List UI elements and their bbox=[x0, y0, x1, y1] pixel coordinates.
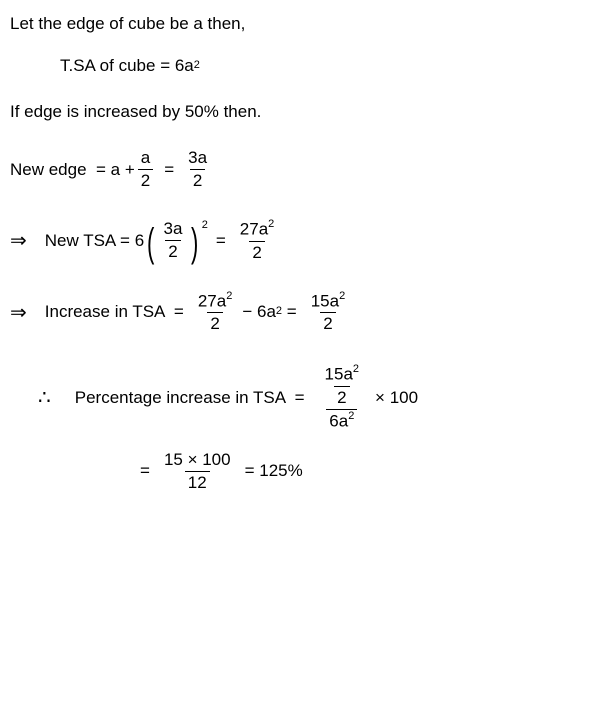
text: = 125% bbox=[245, 461, 303, 481]
equation-result: = 15 × 100 12 = 125% bbox=[10, 450, 594, 493]
therefore-symbol: ∴ bbox=[38, 385, 51, 410]
numerator: 27a2 bbox=[237, 219, 278, 241]
equals-sign: = bbox=[216, 231, 226, 251]
implies-symbol: ⇒ bbox=[10, 300, 27, 325]
numerator: 3a bbox=[160, 219, 185, 240]
denominator: 6a2 bbox=[326, 409, 357, 432]
fraction: 15a2 2 bbox=[308, 291, 349, 335]
fraction: 27a2 2 bbox=[237, 219, 278, 263]
fraction: 27a2 2 bbox=[195, 291, 236, 335]
denominator: 2 bbox=[190, 169, 205, 191]
text-line-2: If edge is increased by 50% then. bbox=[10, 102, 594, 122]
fraction: 3a 2 bbox=[185, 148, 210, 191]
equation-new-edge: New edge = a + a 2 = 3a 2 bbox=[10, 148, 594, 191]
text: New edge = a + bbox=[10, 160, 135, 180]
equation-percentage-increase: ∴ Percentage increase in TSA = 15a2 2 6a… bbox=[10, 364, 594, 431]
text: − 6a bbox=[242, 302, 276, 322]
fraction: 3a 2 bbox=[160, 219, 185, 262]
text: Percentage increase in TSA = bbox=[75, 388, 305, 408]
text: If edge is increased by 50% then. bbox=[10, 102, 261, 121]
numerator: 27a2 bbox=[195, 291, 236, 313]
equation-tsa-cube: T.SA of cube = 6a 2 bbox=[10, 56, 594, 76]
equation-increase-tsa: ⇒ Increase in TSA = 27a2 2 − 6a2 = 15a2 … bbox=[10, 291, 594, 335]
equation-new-tsa: ⇒ New TSA = 6 ( 3a 2 ) 2 = 27a2 2 bbox=[10, 219, 594, 263]
fraction-complex: 15a2 2 6a2 bbox=[316, 364, 369, 431]
denominator: 2 bbox=[320, 312, 335, 334]
fraction: 15 × 100 12 bbox=[161, 450, 234, 493]
text: = bbox=[282, 302, 297, 322]
denominator: 12 bbox=[185, 471, 210, 493]
denominator: 2 bbox=[249, 241, 264, 263]
numerator: a bbox=[138, 148, 153, 169]
denominator: 2 bbox=[165, 240, 180, 262]
equals-sign: = bbox=[164, 160, 174, 180]
denominator: 2 bbox=[138, 169, 153, 191]
text: New TSA = 6 bbox=[45, 231, 144, 251]
text: Let the edge of cube be a then, bbox=[10, 14, 245, 33]
exponent: 2 bbox=[202, 219, 208, 231]
numerator: 15 × 100 bbox=[161, 450, 234, 471]
text: T.SA of cube bbox=[60, 56, 160, 76]
exponent: 2 bbox=[194, 59, 200, 71]
fraction: a 2 bbox=[138, 148, 153, 191]
text: × 100 bbox=[375, 388, 418, 408]
numerator: 15a2 2 bbox=[316, 364, 369, 409]
exponent: 2 bbox=[276, 305, 282, 317]
text: Increase in TSA = bbox=[45, 302, 184, 322]
denominator: 2 bbox=[207, 312, 222, 334]
text: 6a bbox=[170, 56, 194, 76]
text-line-1: Let the edge of cube be a then, bbox=[10, 14, 594, 34]
equals-sign: = bbox=[140, 461, 150, 481]
numerator: 3a bbox=[185, 148, 210, 169]
numerator: 15a2 bbox=[308, 291, 349, 313]
fraction: 15a2 2 bbox=[322, 364, 363, 408]
equals-sign: = bbox=[160, 56, 170, 76]
implies-symbol: ⇒ bbox=[10, 228, 27, 253]
